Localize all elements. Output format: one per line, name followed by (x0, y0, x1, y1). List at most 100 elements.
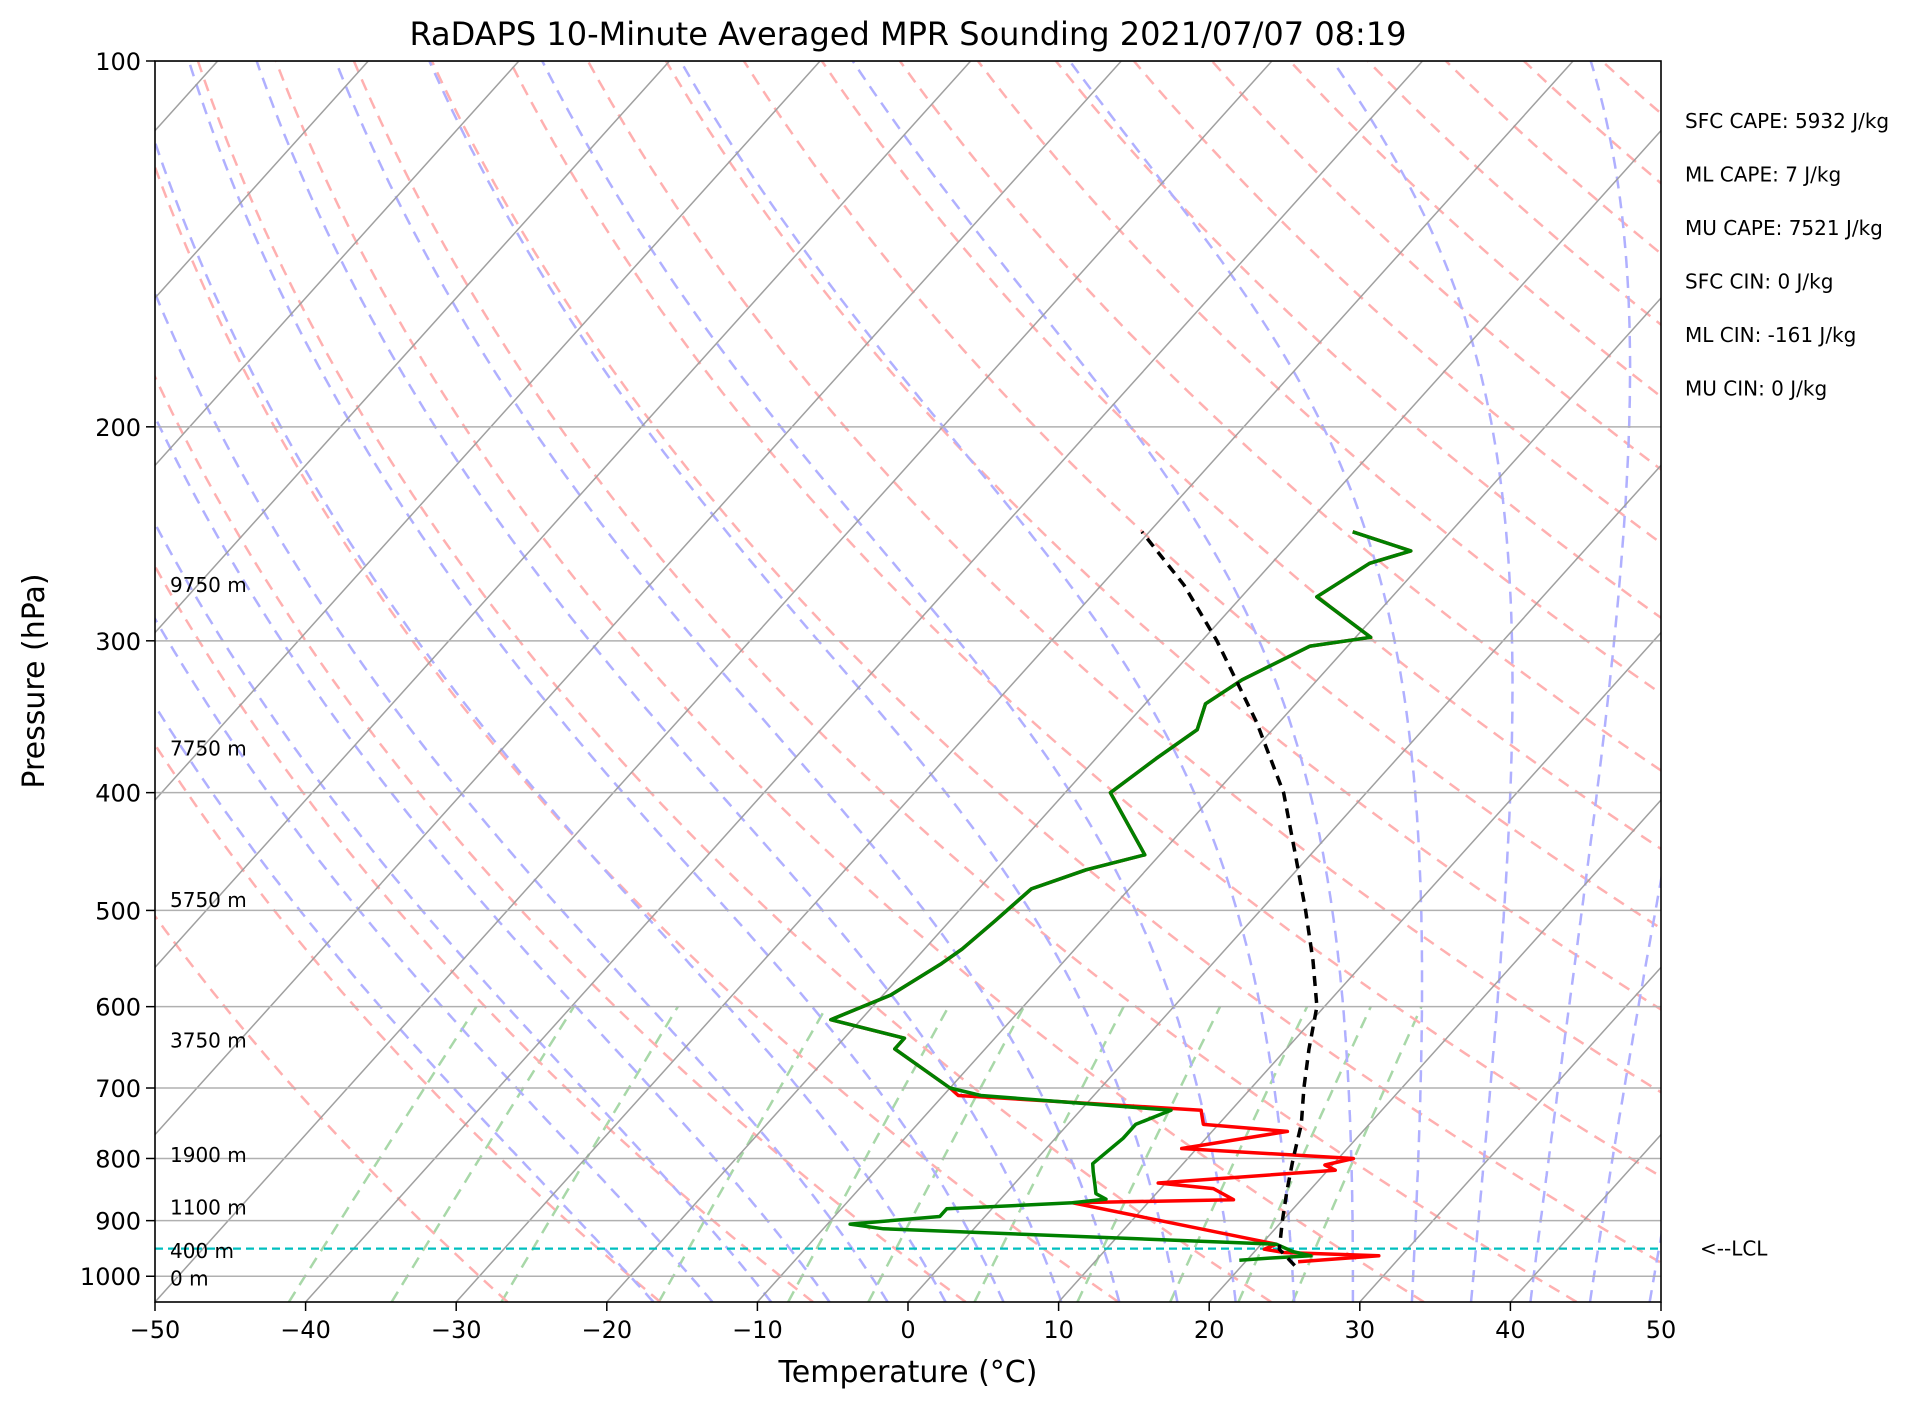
y-tick-label: 600 (95, 994, 141, 1022)
dry-adiabat (742, 61, 1661, 930)
isotherm-line (155, 61, 520, 467)
dry-adiabat (1445, 61, 1661, 256)
dry-adiabat (352, 61, 1578, 1302)
height-label: 7750 m (170, 737, 247, 761)
isotherm-line (907, 464, 1661, 1302)
dry-adiabat (898, 61, 1661, 773)
dry-adiabat (1210, 61, 1661, 471)
moist-adiabat (334, 61, 1121, 1302)
isotherms (155, 61, 1661, 1302)
y-axis-label: Pressure (hPa) (17, 573, 52, 788)
x-tick-label: 50 (1646, 1316, 1677, 1344)
isotherm-line (1509, 1133, 1661, 1302)
y-tick-label: 100 (95, 48, 141, 76)
isotherm-line (155, 61, 369, 300)
mixing-ratio-line (287, 1005, 478, 1302)
x-tick-label: −10 (732, 1316, 783, 1344)
dry-adiabat (196, 61, 1272, 1302)
mixing-ratio-line (1169, 1006, 1309, 1302)
moist-adiabat (155, 414, 831, 1302)
dry-adiabat (1601, 61, 1661, 116)
x-tick-label: 40 (1495, 1316, 1526, 1344)
moist-adiabat (255, 61, 1063, 1302)
height-label: 3750 m (170, 1029, 247, 1053)
y-tick-label: 500 (95, 897, 141, 925)
dry-adiabats (155, 61, 1661, 1302)
x-axis-label: Temperature (°C) (778, 1355, 1038, 1390)
moist-adiabats (155, 61, 1661, 1302)
y-tick-label: 1000 (80, 1263, 141, 1291)
isotherm-line (1660, 1300, 1661, 1302)
series-dewpoint-line (829, 530, 1413, 1262)
x-tick-label: −20 (581, 1316, 632, 1344)
x-tick-label: −50 (130, 1316, 181, 1344)
mixing-ratio-line (973, 1006, 1125, 1302)
moist-adiabat (679, 61, 1296, 1302)
series-parcel-line (1140, 530, 1319, 1267)
dry-adiabat (1523, 61, 1661, 185)
mixing-ratio-line (657, 1005, 828, 1302)
chart-title: RaDAPS 10-Minute Averaged MPR Sounding 2… (409, 15, 1406, 53)
moist-adiabat (1588, 872, 1661, 1302)
y-tick-label: 200 (95, 414, 141, 442)
mixing-ratio-line (390, 1005, 575, 1302)
x-tick-label: 30 (1345, 1316, 1376, 1344)
plot-frame (154, 60, 1662, 1303)
stat-line: MU CIN: 0 J/kg (1685, 377, 1827, 401)
isotherm-line (155, 61, 1122, 1136)
x-tick-label: 0 (900, 1316, 915, 1344)
isotherm-line (606, 129, 1661, 1302)
height-label: 5750 m (170, 888, 247, 912)
isotherm-line (1058, 631, 1661, 1302)
isotherm-line (155, 61, 821, 802)
isotherm-line (155, 61, 671, 634)
mixing-ratio-line (867, 1006, 1026, 1302)
moist-adiabat (155, 521, 773, 1302)
moist-adiabat (851, 61, 1355, 1302)
stability-indices: SFC CAPE: 5932 J/kg ML CAPE: 7 J/kg MU CAP… (1685, 109, 1889, 401)
isotherm-line (155, 61, 972, 969)
moist-adiabat (1331, 61, 1514, 1302)
dry-adiabat (820, 61, 1661, 851)
isotherm-line (756, 296, 1661, 1302)
dry-adiabat (1367, 61, 1661, 327)
stat-line: ML CIN: -161 J/kg (1685, 323, 1856, 347)
y-tick-label: 400 (95, 780, 141, 808)
isotherm-line (155, 61, 1273, 1302)
moist-adiabat (155, 138, 947, 1302)
dry-adiabat (508, 61, 1661, 1179)
height-label: 9750 m (170, 573, 247, 597)
stat-line: ML CAPE: 7 J/kg (1685, 163, 1841, 187)
y-tick-label: 700 (95, 1075, 141, 1103)
isotherm-line (455, 61, 1574, 1302)
isotherm-line (1208, 798, 1661, 1302)
moist-adiabat (540, 61, 1237, 1302)
dry-adiabat (155, 163, 1120, 1302)
moist-adiabat (155, 703, 655, 1302)
mixing-ratio-line (1076, 1006, 1222, 1302)
moist-adiabat (1529, 61, 1632, 1302)
mixing-ratio-line (787, 1005, 950, 1302)
dry-adiabat (155, 914, 509, 1302)
profile-series (829, 530, 1413, 1267)
y-tick-label: 800 (95, 1145, 141, 1173)
height-label: 1100 m (170, 1196, 247, 1220)
x-axis-ticks: −50 −40 −30 −20 −10 0 10 20 30 40 50 (130, 1302, 1677, 1344)
height-labels: 9750 m 7750 m 5750 m 3750 m 1900 m 1100 m 400 … (170, 573, 247, 1290)
plot-area (155, 61, 1661, 1302)
dry-adiabat (1054, 61, 1661, 620)
stat-line: MU CAPE: 7521 J/kg (1685, 216, 1883, 240)
isotherm-line (305, 61, 1424, 1302)
moist-adiabat (187, 61, 1005, 1302)
isotherm-line (1359, 966, 1661, 1302)
moist-adiabat (155, 290, 889, 1302)
dry-adiabat (586, 61, 1661, 1094)
x-tick-label: −30 (431, 1316, 482, 1344)
lcl-label: <--LCL (1700, 1237, 1768, 1261)
moist-adiabat (428, 61, 1179, 1302)
y-axis-ticks: 100 200 300 400 500 600 700 800 900 1000 (80, 48, 155, 1291)
height-label: 400 m (170, 1239, 234, 1263)
x-tick-label: −40 (280, 1316, 331, 1344)
height-label: 0 m (170, 1266, 209, 1290)
